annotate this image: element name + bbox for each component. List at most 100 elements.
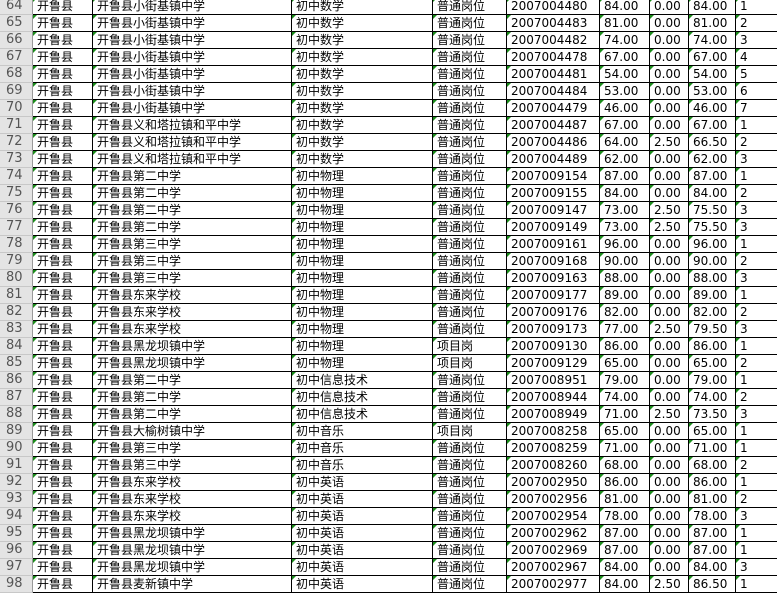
- cell-subject[interactable]: 初中数学: [292, 117, 433, 134]
- cell-score[interactable]: 46.00: [600, 100, 650, 117]
- row-header[interactable]: 64: [0, 0, 33, 15]
- cell-exam-id[interactable]: 2007008259: [507, 440, 600, 457]
- cell-total[interactable]: 65.00: [689, 423, 736, 440]
- cell-total[interactable]: 88.00: [689, 270, 736, 287]
- cell-county[interactable]: 开鲁县: [33, 457, 93, 474]
- cell-post-type[interactable]: 普通岗位: [433, 576, 507, 593]
- cell-county[interactable]: 开鲁县: [33, 83, 93, 100]
- cell-exam-id[interactable]: 2007002967: [507, 559, 600, 576]
- cell-post-type[interactable]: 普通岗位: [433, 321, 507, 338]
- cell-school[interactable]: 开鲁县东来学校: [93, 304, 292, 321]
- cell-county[interactable]: 开鲁县: [33, 168, 93, 185]
- cell-exam-id[interactable]: 2007008944: [507, 389, 600, 406]
- cell-subject[interactable]: 初中物理: [292, 355, 433, 372]
- cell-post-type[interactable]: 普通岗位: [433, 389, 507, 406]
- cell-school[interactable]: 开鲁县第三中学: [93, 440, 292, 457]
- row-header[interactable]: 70: [0, 100, 33, 117]
- cell-subject[interactable]: 初中音乐: [292, 423, 433, 440]
- row-header[interactable]: 85: [0, 355, 33, 372]
- cell-subject[interactable]: 初中音乐: [292, 440, 433, 457]
- cell-post-type[interactable]: 普通岗位: [433, 117, 507, 134]
- cell-subject[interactable]: 初中物理: [292, 287, 433, 304]
- cell-score[interactable]: 89.00: [600, 287, 650, 304]
- cell-school[interactable]: 开鲁县第二中学: [93, 372, 292, 389]
- cell-subject[interactable]: 初中信息技术: [292, 372, 433, 389]
- cell-post-type[interactable]: 普通岗位: [433, 15, 507, 32]
- cell-rank[interactable]: 1: [736, 576, 777, 593]
- cell-bonus[interactable]: 0.00: [650, 0, 689, 15]
- cell-exam-id[interactable]: 2007009154: [507, 168, 600, 185]
- row-header[interactable]: 69: [0, 83, 33, 100]
- cell-county[interactable]: 开鲁县: [33, 304, 93, 321]
- cell-bonus[interactable]: 0.00: [650, 304, 689, 321]
- cell-school[interactable]: 开鲁县小街基镇中学: [93, 100, 292, 117]
- cell-school[interactable]: 开鲁县义和塔拉镇和平中学: [93, 117, 292, 134]
- row-header[interactable]: 96: [0, 542, 33, 559]
- row-header[interactable]: 79: [0, 253, 33, 270]
- cell-county[interactable]: 开鲁县: [33, 372, 93, 389]
- cell-exam-id[interactable]: 2007009129: [507, 355, 600, 372]
- row-header[interactable]: 68: [0, 66, 33, 83]
- cell-total[interactable]: 74.00: [689, 32, 736, 49]
- cell-subject[interactable]: 初中英语: [292, 525, 433, 542]
- cell-subject[interactable]: 初中物理: [292, 185, 433, 202]
- cell-county[interactable]: 开鲁县: [33, 525, 93, 542]
- cell-total[interactable]: 87.00: [689, 542, 736, 559]
- cell-score[interactable]: 84.00: [600, 185, 650, 202]
- cell-score[interactable]: 71.00: [600, 440, 650, 457]
- cell-rank[interactable]: 2: [736, 355, 777, 372]
- cell-exam-id[interactable]: 2007004489: [507, 151, 600, 168]
- cell-post-type[interactable]: 普通岗位: [433, 219, 507, 236]
- cell-exam-id[interactable]: 2007004483: [507, 15, 600, 32]
- row-header[interactable]: 95: [0, 525, 33, 542]
- cell-subject[interactable]: 初中信息技术: [292, 406, 433, 423]
- cell-score[interactable]: 84.00: [600, 576, 650, 593]
- cell-bonus[interactable]: 0.00: [650, 236, 689, 253]
- cell-county[interactable]: 开鲁县: [33, 100, 93, 117]
- cell-post-type[interactable]: 项目岗: [433, 355, 507, 372]
- cell-total[interactable]: 73.50: [689, 406, 736, 423]
- cell-exam-id[interactable]: 2007004482: [507, 32, 600, 49]
- cell-score[interactable]: 74.00: [600, 32, 650, 49]
- cell-post-type[interactable]: 普通岗位: [433, 185, 507, 202]
- cell-school[interactable]: 开鲁县小街基镇中学: [93, 66, 292, 83]
- cell-score[interactable]: 74.00: [600, 389, 650, 406]
- cell-total[interactable]: 46.00: [689, 100, 736, 117]
- cell-school[interactable]: 开鲁县第二中学: [93, 389, 292, 406]
- cell-post-type[interactable]: 普通岗位: [433, 440, 507, 457]
- cell-post-type[interactable]: 普通岗位: [433, 525, 507, 542]
- cell-total[interactable]: 87.00: [689, 168, 736, 185]
- row-header[interactable]: 84: [0, 338, 33, 355]
- row-header[interactable]: 78: [0, 236, 33, 253]
- cell-score[interactable]: 67.00: [600, 49, 650, 66]
- cell-exam-id[interactable]: 2007004478: [507, 49, 600, 66]
- cell-subject[interactable]: 初中音乐: [292, 457, 433, 474]
- cell-rank[interactable]: 1: [736, 372, 777, 389]
- cell-rank[interactable]: 3: [736, 202, 777, 219]
- cell-county[interactable]: 开鲁县: [33, 389, 93, 406]
- cell-bonus[interactable]: 0.00: [650, 151, 689, 168]
- cell-exam-id[interactable]: 2007002977: [507, 576, 600, 593]
- cell-subject[interactable]: 初中数学: [292, 151, 433, 168]
- cell-total[interactable]: 54.00: [689, 66, 736, 83]
- cell-exam-id[interactable]: 2007009149: [507, 219, 600, 236]
- cell-bonus[interactable]: 0.00: [650, 559, 689, 576]
- cell-score[interactable]: 68.00: [600, 457, 650, 474]
- cell-bonus[interactable]: 0.00: [650, 525, 689, 542]
- cell-county[interactable]: 开鲁县: [33, 321, 93, 338]
- cell-score[interactable]: 90.00: [600, 253, 650, 270]
- cell-exam-id[interactable]: 2007009177: [507, 287, 600, 304]
- row-header[interactable]: 71: [0, 117, 33, 134]
- row-header[interactable]: 88: [0, 406, 33, 423]
- cell-total[interactable]: 68.00: [689, 457, 736, 474]
- cell-county[interactable]: 开鲁县: [33, 440, 93, 457]
- cell-school[interactable]: 开鲁县麦新镇中学: [93, 576, 292, 593]
- cell-score[interactable]: 73.00: [600, 202, 650, 219]
- cell-county[interactable]: 开鲁县: [33, 338, 93, 355]
- cell-exam-id[interactable]: 2007004480: [507, 0, 600, 15]
- cell-total[interactable]: 67.00: [689, 117, 736, 134]
- row-header[interactable]: 80: [0, 270, 33, 287]
- cell-exam-id[interactable]: 2007008949: [507, 406, 600, 423]
- cell-exam-id[interactable]: 2007009168: [507, 253, 600, 270]
- cell-score[interactable]: 86.00: [600, 474, 650, 491]
